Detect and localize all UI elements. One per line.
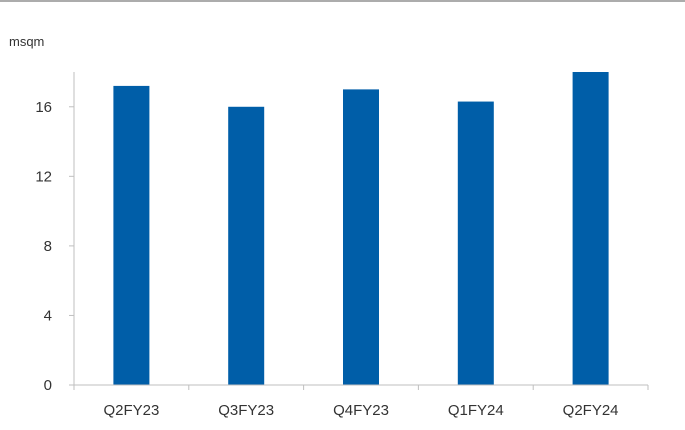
x-tick-label: Q2FY23: [103, 402, 159, 419]
bars-group: [113, 72, 609, 386]
y-axis-unit-label: msqm: [9, 34, 44, 49]
y-tick-label: 4: [44, 307, 52, 324]
x-tick-label: Q4FY23: [333, 402, 389, 419]
bar-q4fy23: [343, 89, 379, 385]
x-tick-label: Q3FY23: [218, 402, 274, 419]
x-tick-labels: Q2FY23 Q3FY23 Q4FY23 Q1FY24 Q2FY24: [103, 402, 618, 419]
y-tick-label: 8: [44, 238, 52, 255]
bar-q1fy24: [457, 101, 494, 386]
y-tick-label: 0: [44, 377, 52, 394]
bar-q2fy24: [572, 72, 609, 385]
x-tick-label: Q2FY24: [563, 402, 619, 419]
y-tick-labels: 0 4 8 12 16: [35, 99, 52, 394]
y-tick-label: 12: [35, 168, 52, 185]
y-tick-label: 16: [35, 99, 52, 116]
bar-q3fy23: [228, 106, 265, 386]
x-tick-label: Q1FY24: [448, 402, 504, 419]
axes-group: [69, 72, 649, 390]
bar-q2fy23: [113, 85, 150, 386]
